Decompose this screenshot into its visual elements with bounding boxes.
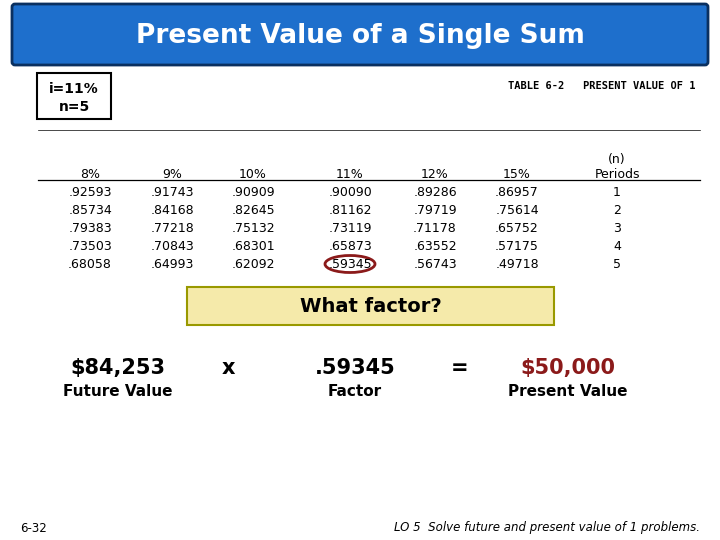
Text: 15%: 15% xyxy=(503,167,531,180)
Text: .49718: .49718 xyxy=(495,258,539,271)
Text: .90909: .90909 xyxy=(231,186,275,199)
Text: 4: 4 xyxy=(613,240,621,253)
Text: .63552: .63552 xyxy=(413,240,456,253)
Text: .59345: .59345 xyxy=(328,258,372,271)
Text: .70843: .70843 xyxy=(150,240,194,253)
Text: .77218: .77218 xyxy=(150,221,194,234)
Text: 10%: 10% xyxy=(239,167,267,180)
Text: .65873: .65873 xyxy=(328,240,372,253)
Text: LO 5  Solve future and present value of 1 problems.: LO 5 Solve future and present value of 1… xyxy=(394,522,700,535)
Text: 11%: 11% xyxy=(336,167,364,180)
Text: .68301: .68301 xyxy=(231,240,275,253)
Text: .71178: .71178 xyxy=(413,221,457,234)
Text: TABLE 6-2   PRESENT VALUE OF 1: TABLE 6-2 PRESENT VALUE OF 1 xyxy=(508,81,695,91)
Text: .75132: .75132 xyxy=(231,221,275,234)
Text: 6-32: 6-32 xyxy=(20,522,47,535)
Text: What factor?: What factor? xyxy=(300,296,441,315)
Text: (n): (n) xyxy=(608,152,626,165)
Text: .56743: .56743 xyxy=(413,258,456,271)
FancyBboxPatch shape xyxy=(37,73,111,119)
Text: .82645: .82645 xyxy=(231,204,275,217)
Text: .62092: .62092 xyxy=(231,258,275,271)
Text: .79383: .79383 xyxy=(68,221,112,234)
Text: .84168: .84168 xyxy=(150,204,194,217)
Text: 9%: 9% xyxy=(162,167,182,180)
Text: =: = xyxy=(451,358,469,378)
FancyBboxPatch shape xyxy=(187,287,554,325)
Text: .73503: .73503 xyxy=(68,240,112,253)
Text: .90090: .90090 xyxy=(328,186,372,199)
Text: 8%: 8% xyxy=(80,167,100,180)
Text: .57175: .57175 xyxy=(495,240,539,253)
Text: .91743: .91743 xyxy=(150,186,194,199)
Text: .73119: .73119 xyxy=(328,221,372,234)
Text: 1: 1 xyxy=(613,186,621,199)
Text: 3: 3 xyxy=(613,221,621,234)
Text: .64993: .64993 xyxy=(150,258,194,271)
Text: Future Value: Future Value xyxy=(63,384,173,400)
Text: .68058: .68058 xyxy=(68,258,112,271)
Text: .65752: .65752 xyxy=(495,221,539,234)
FancyBboxPatch shape xyxy=(12,4,708,65)
Text: .86957: .86957 xyxy=(495,186,539,199)
Text: .75614: .75614 xyxy=(495,204,539,217)
Text: $50,000: $50,000 xyxy=(521,358,616,378)
Text: Periods: Periods xyxy=(594,167,640,180)
Text: Present Value: Present Value xyxy=(508,384,628,400)
Text: 2: 2 xyxy=(613,204,621,217)
Text: $84,253: $84,253 xyxy=(71,358,166,378)
Text: i=11%: i=11% xyxy=(49,82,99,96)
Text: .81162: .81162 xyxy=(328,204,372,217)
Text: .59345: .59345 xyxy=(315,358,395,378)
Text: .85734: .85734 xyxy=(68,204,112,217)
Text: 12%: 12% xyxy=(421,167,449,180)
Text: .89286: .89286 xyxy=(413,186,456,199)
Text: Factor: Factor xyxy=(328,384,382,400)
Text: .79719: .79719 xyxy=(413,204,456,217)
Text: x: x xyxy=(221,358,235,378)
Text: .92593: .92593 xyxy=(68,186,112,199)
Text: n=5: n=5 xyxy=(58,100,89,114)
Text: Present Value of a Single Sum: Present Value of a Single Sum xyxy=(135,23,585,49)
Text: 5: 5 xyxy=(613,258,621,271)
